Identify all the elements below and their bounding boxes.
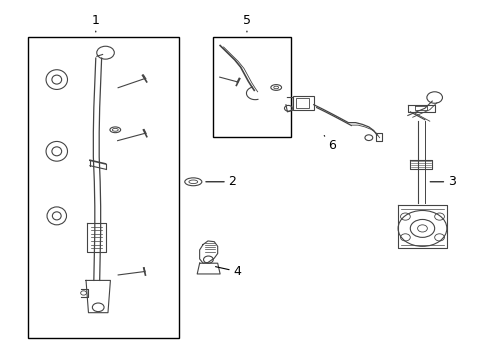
Text: 5: 5 [243,14,250,32]
Bar [295,98,309,108]
Text: 2: 2 [205,175,236,188]
Text: 1: 1 [92,14,100,32]
Text: 6: 6 [324,136,336,152]
Bar [293,96,313,110]
Bar [27,37,178,338]
Text: 4: 4 [215,265,241,278]
Text: 3: 3 [429,175,455,188]
Bar [212,37,290,137]
